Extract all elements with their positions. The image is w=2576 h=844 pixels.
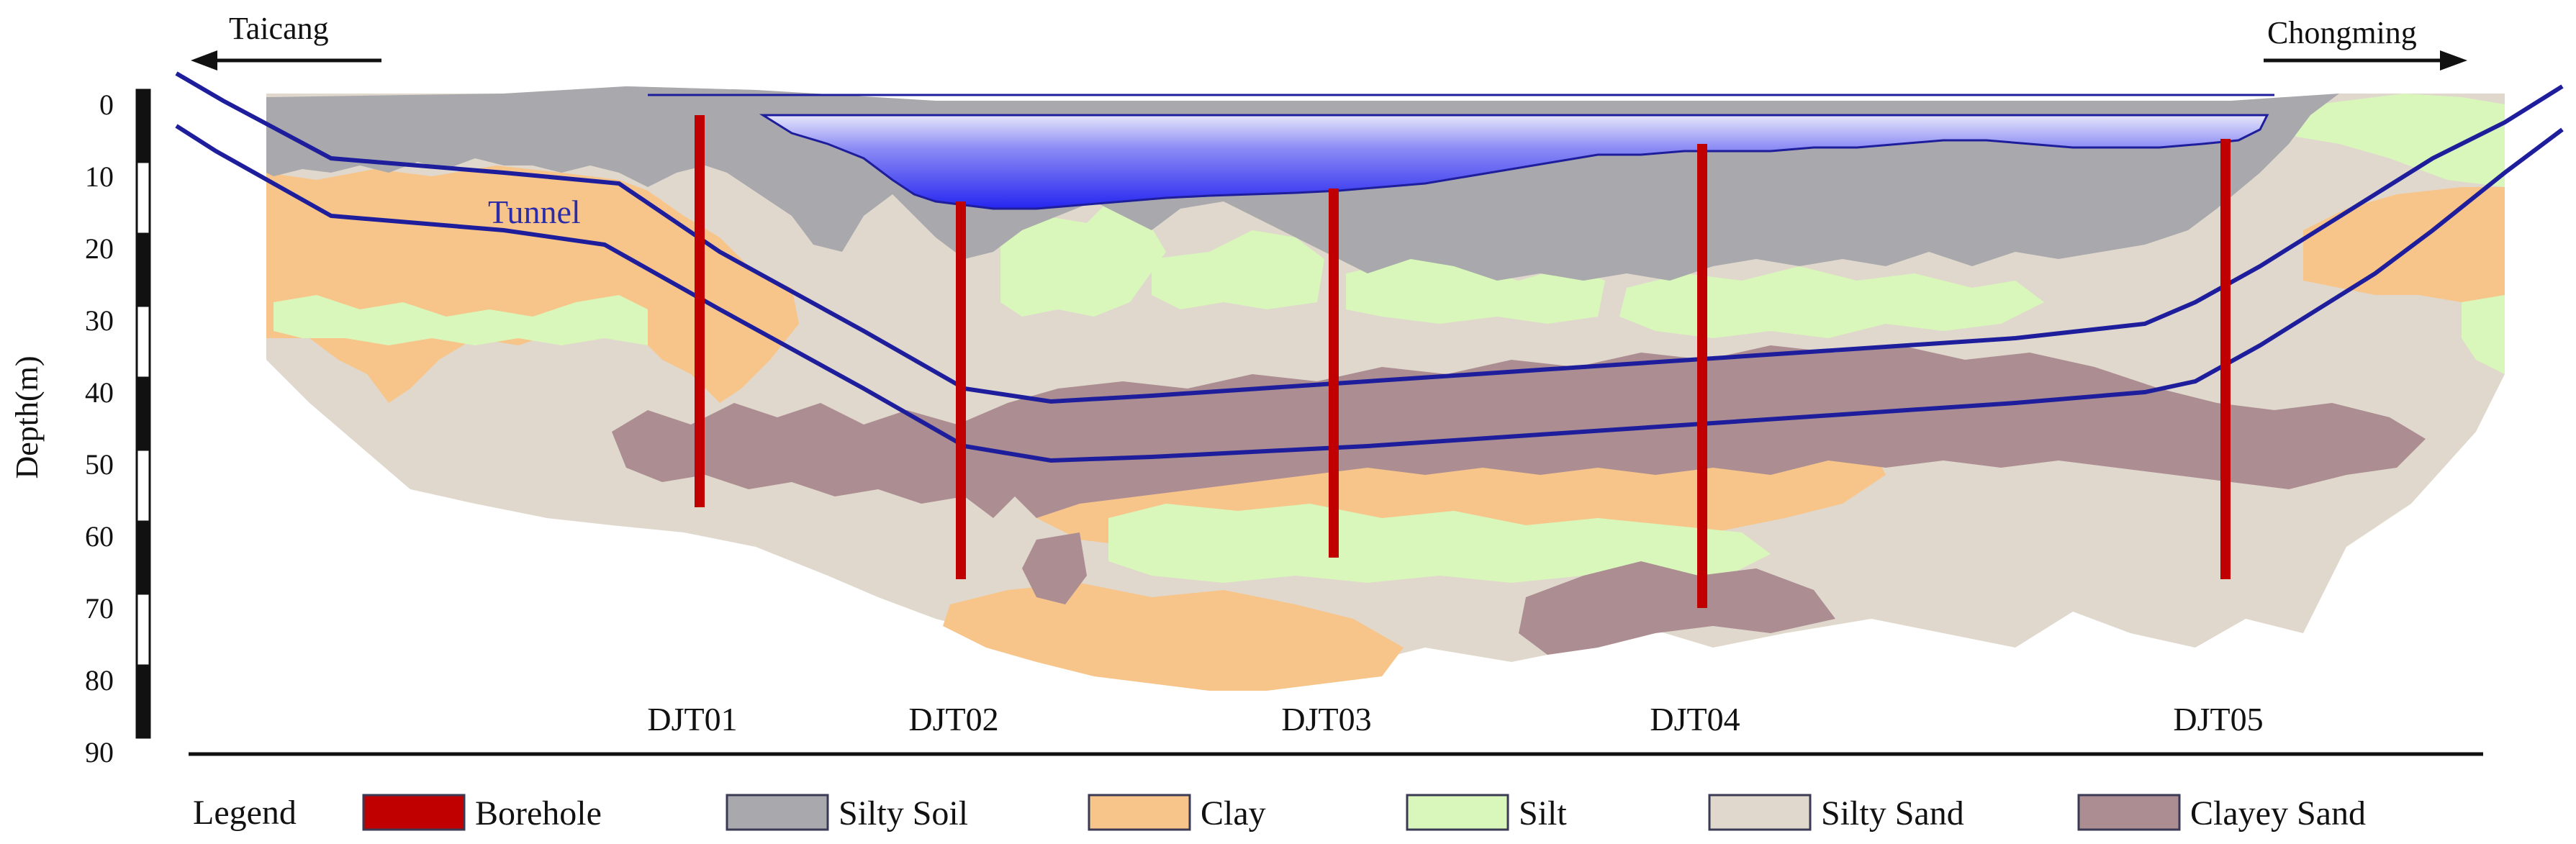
borehole-label: DJT03 — [1281, 701, 1371, 738]
clayey-sand-layer — [612, 345, 2426, 518]
legend-items: Borehole Silty Soil Clay Silt Silty Sand Clay… — [362, 794, 2366, 832]
legend-swatch — [1708, 794, 1812, 831]
borehole-djt04 — [1697, 144, 1707, 608]
arrow-left-icon — [191, 50, 217, 71]
depth-scale-segment — [135, 232, 151, 307]
borehole-label: DJT05 — [2173, 701, 2263, 738]
borehole-label: DJT01 — [647, 701, 737, 738]
depth-tick-label: 50 — [85, 448, 114, 481]
direction-right: Chongming — [2264, 15, 2467, 71]
legend-item-label: Borehole — [475, 794, 602, 832]
depth-scale-bar — [135, 89, 151, 739]
legend-title: Legend — [193, 794, 297, 832]
depth-tick-label: 70 — [85, 592, 114, 625]
borehole-label: DJT04 — [1650, 701, 1740, 738]
legend-item-label: Silty Sand — [1821, 794, 1964, 832]
legend-swatch — [362, 794, 466, 831]
silt-patch-mid4 — [1619, 266, 2044, 338]
legend-swatch — [726, 794, 829, 831]
depth-tick-label: 0 — [99, 89, 114, 121]
direction-left-label: Taicang — [229, 11, 329, 46]
silt-patch-left — [274, 295, 648, 345]
depth-tick-label: 30 — [85, 304, 114, 337]
depth-tick-label: 20 — [85, 232, 114, 265]
tunnel-upper-line — [175, 71, 2564, 404]
legend-swatch — [2077, 794, 2181, 831]
silt-patch-mid3 — [1346, 259, 1605, 324]
clay-layer-bottom — [943, 583, 1404, 691]
depth-axis: 0 10 20 30 40 50 60 70 80 90 Depth(m) — [9, 89, 151, 768]
depth-scale-segment — [135, 376, 151, 451]
legend-item-label: Silty Soil — [839, 794, 968, 832]
borehole-label: DJT02 — [908, 701, 998, 738]
depth-axis-title: Depth(m) — [9, 355, 45, 478]
depth-scale-segment — [135, 520, 151, 595]
depth-tick-labels: 0 10 20 30 40 50 60 70 80 90 — [85, 89, 114, 768]
arrow-right-icon — [2440, 50, 2467, 71]
borehole-djt05 — [2220, 139, 2231, 579]
depth-tick-label: 80 — [85, 664, 114, 696]
silt-patch-mid1 — [1000, 201, 1166, 317]
direction-left: Taicang — [191, 11, 381, 71]
silt-patch-far-right — [2462, 295, 2505, 374]
legend-swatch — [1406, 794, 1509, 831]
river-water — [759, 114, 2269, 210]
depth-scale-segment — [135, 448, 151, 523]
borehole-djt01 — [695, 115, 705, 507]
legend: Legend Borehole Silty Soil Clay Silt Silty S… — [193, 794, 2366, 832]
depth-tick-label: 10 — [85, 160, 114, 193]
legend-item-label: Clay — [1201, 794, 1266, 832]
legend-item-label: Clayey Sand — [2190, 794, 2366, 832]
depth-scale-segment — [135, 304, 151, 379]
depth-scale-segment — [135, 160, 151, 235]
boreholes: DJT01 DJT02 DJT03 DJT04 DJT05 — [647, 115, 2264, 738]
silt-patch-mid2 — [1152, 230, 1324, 309]
depth-scale-segment — [135, 592, 151, 667]
legend-item-label: Silt — [1519, 794, 1567, 832]
depth-scale-segment — [135, 664, 151, 739]
silt-patch-right — [2289, 94, 2505, 187]
borehole-djt02 — [956, 201, 966, 579]
legend-swatch — [1088, 794, 1191, 831]
tunnel-lower-line — [175, 124, 2564, 463]
silt-patch-lower — [1108, 504, 1771, 583]
depth-scale-segment — [135, 89, 151, 163]
clayey-sand-left — [1022, 532, 1087, 604]
borehole-djt03 — [1329, 189, 1339, 558]
depth-tick-label: 90 — [85, 736, 114, 768]
cross-section: Tunnel DJT01 DJT02 DJT03 DJT04 DJT05 — [175, 71, 2564, 738]
depth-tick-label: 60 — [85, 520, 114, 553]
clay-layer-right — [2303, 187, 2505, 302]
tunnel-label: Tunnel — [488, 194, 581, 230]
direction-right-label: Chongming — [2267, 15, 2417, 50]
depth-tick-label: 40 — [85, 376, 114, 409]
clayey-sand-lower — [1519, 561, 1835, 655]
